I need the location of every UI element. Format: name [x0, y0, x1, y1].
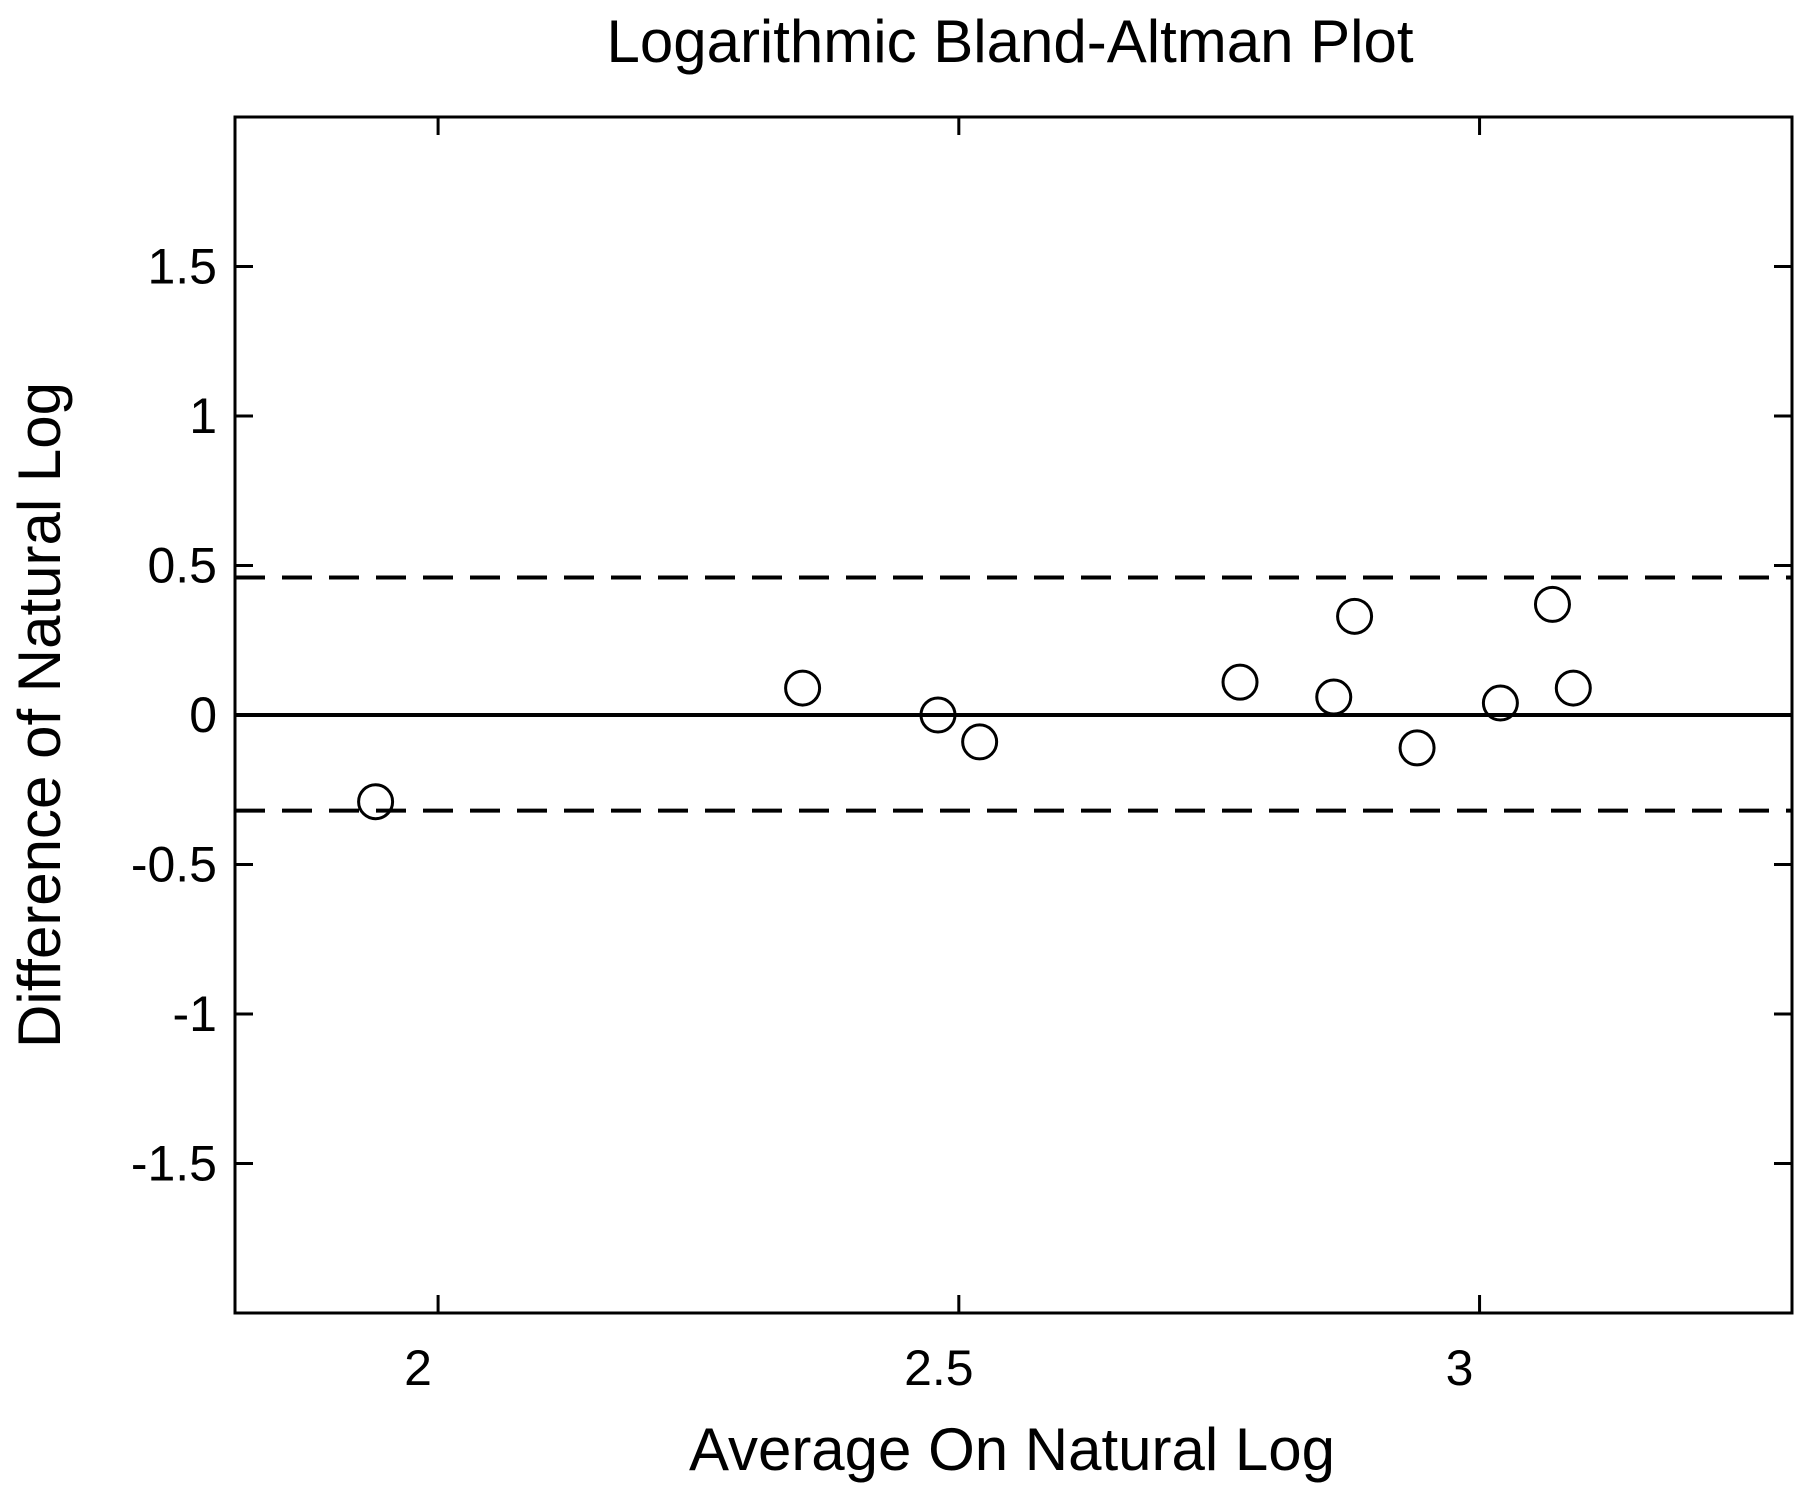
- data-points: [357, 585, 1592, 821]
- data-point: [1481, 684, 1519, 722]
- data-point: [919, 696, 957, 734]
- y-tick-label: 0: [189, 687, 217, 743]
- data-point: [1221, 663, 1259, 701]
- x-tick-label: 3: [1446, 1340, 1474, 1396]
- data-point: [1554, 669, 1592, 707]
- y-tick-label: 1: [189, 388, 217, 444]
- data-point: [1336, 597, 1374, 635]
- data-point: [961, 723, 999, 761]
- x-axis-label: Average On Natural Log: [689, 1416, 1335, 1483]
- y-tick-label: -1.5: [131, 1136, 217, 1192]
- data-point: [784, 669, 822, 707]
- y-tick-label: 0.5: [147, 538, 217, 594]
- y-tick-label: 1.5: [147, 239, 217, 295]
- x-axis: 2 2.5 3: [404, 117, 1482, 1396]
- data-point: [357, 783, 395, 821]
- data-point: [1533, 585, 1571, 623]
- chart-title: Logarithmic Bland-Altman Plot: [606, 8, 1413, 75]
- data-point: [1398, 729, 1436, 767]
- y-axis-label: Difference of Natural Log: [6, 382, 73, 1048]
- reference-lines: [235, 575, 1792, 813]
- x-tick-label: 2.5: [904, 1340, 974, 1396]
- y-axis: 1.5 1 0.5 0 -0.5 -1 -1.5: [131, 239, 1792, 1192]
- x-tick-label: 2: [404, 1340, 432, 1396]
- data-point: [1315, 678, 1353, 716]
- y-tick-label: -0.5: [131, 837, 217, 893]
- y-tick-label: -1: [173, 986, 217, 1042]
